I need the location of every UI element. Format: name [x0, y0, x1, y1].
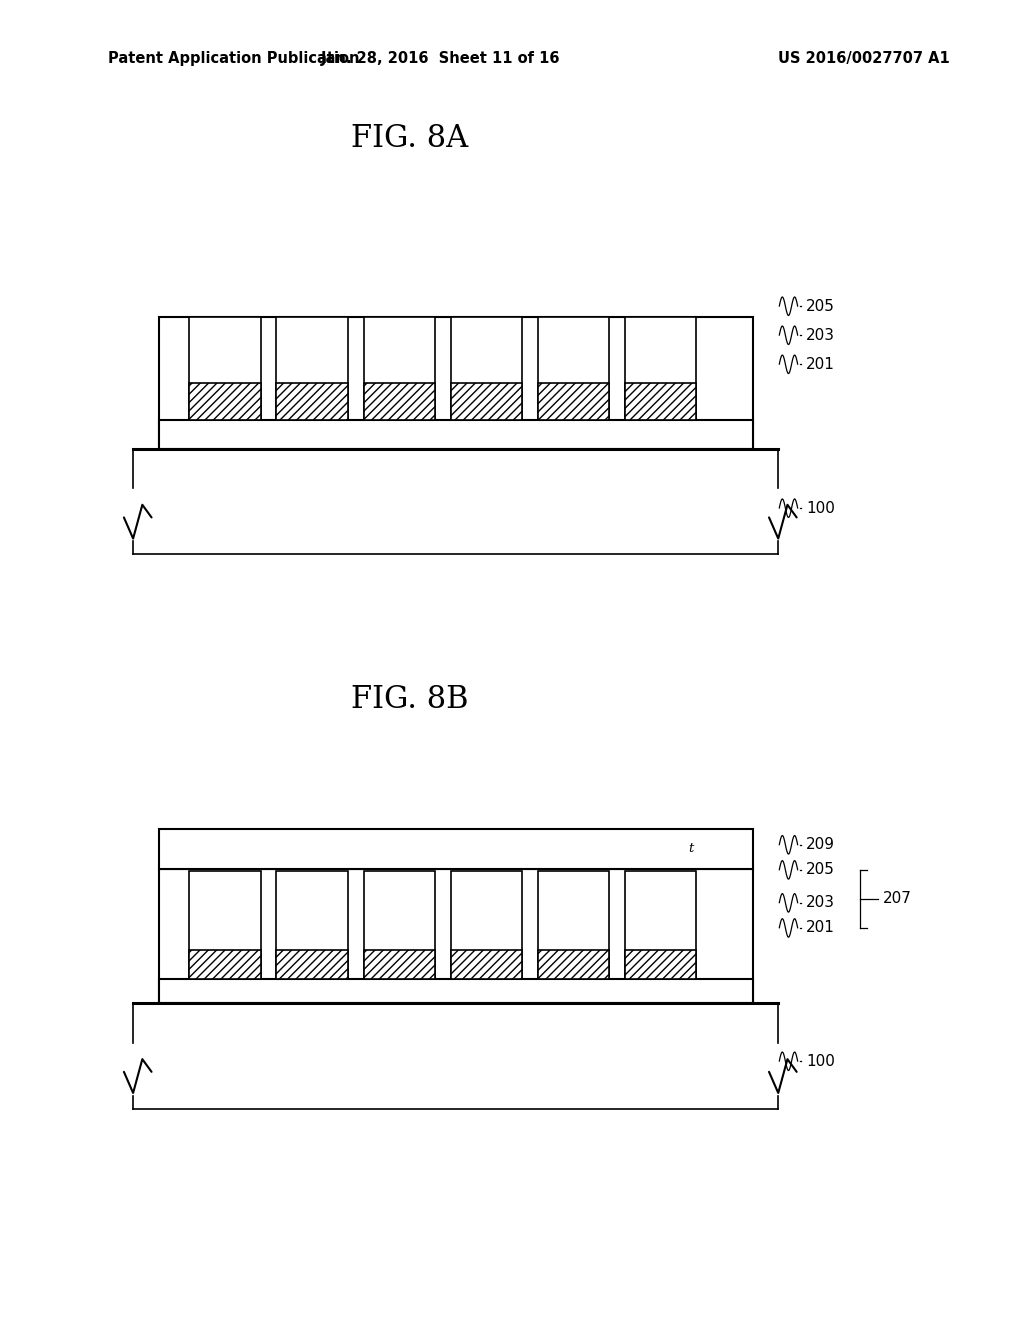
Bar	[276, 317, 348, 420]
Bar	[538, 383, 609, 420]
Text: Jan. 28, 2016  Sheet 11 of 16: Jan. 28, 2016 Sheet 11 of 16	[321, 50, 560, 66]
Bar	[625, 383, 696, 420]
Bar	[189, 950, 261, 979]
Text: 205: 205	[806, 862, 835, 878]
Text: 205: 205	[806, 298, 835, 314]
Bar	[364, 383, 435, 420]
Bar	[538, 950, 609, 979]
Text: 201: 201	[806, 356, 835, 372]
Text: t: t	[688, 842, 694, 855]
Text: FIG. 8A: FIG. 8A	[351, 123, 468, 154]
Bar	[364, 317, 435, 420]
Text: 100: 100	[806, 500, 835, 516]
Bar	[159, 979, 753, 1003]
Bar	[625, 317, 696, 420]
Text: 100: 100	[806, 1053, 835, 1069]
Bar	[451, 950, 522, 979]
Bar	[189, 317, 261, 420]
Bar	[451, 383, 522, 420]
Bar	[189, 383, 261, 420]
Bar	[159, 317, 753, 449]
Text: Patent Application Publication: Patent Application Publication	[108, 50, 359, 66]
Bar	[159, 869, 753, 1003]
Text: 201: 201	[806, 920, 835, 936]
Bar	[159, 829, 753, 869]
Bar	[364, 950, 435, 979]
Text: FIG. 8B: FIG. 8B	[351, 684, 468, 715]
Bar	[451, 317, 522, 420]
Bar	[189, 871, 261, 979]
Text: 203: 203	[806, 895, 835, 911]
Text: 207: 207	[883, 891, 911, 907]
Bar	[364, 871, 435, 979]
Text: US 2016/0027707 A1: US 2016/0027707 A1	[778, 50, 950, 66]
Bar	[276, 871, 348, 979]
Bar	[451, 871, 522, 979]
Bar	[538, 871, 609, 979]
Bar	[276, 950, 348, 979]
Bar	[276, 383, 348, 420]
Bar	[625, 950, 696, 979]
Bar	[538, 317, 609, 420]
Text: 209: 209	[806, 837, 835, 853]
Bar	[625, 871, 696, 979]
Bar	[159, 420, 753, 449]
Text: 203: 203	[806, 327, 835, 343]
